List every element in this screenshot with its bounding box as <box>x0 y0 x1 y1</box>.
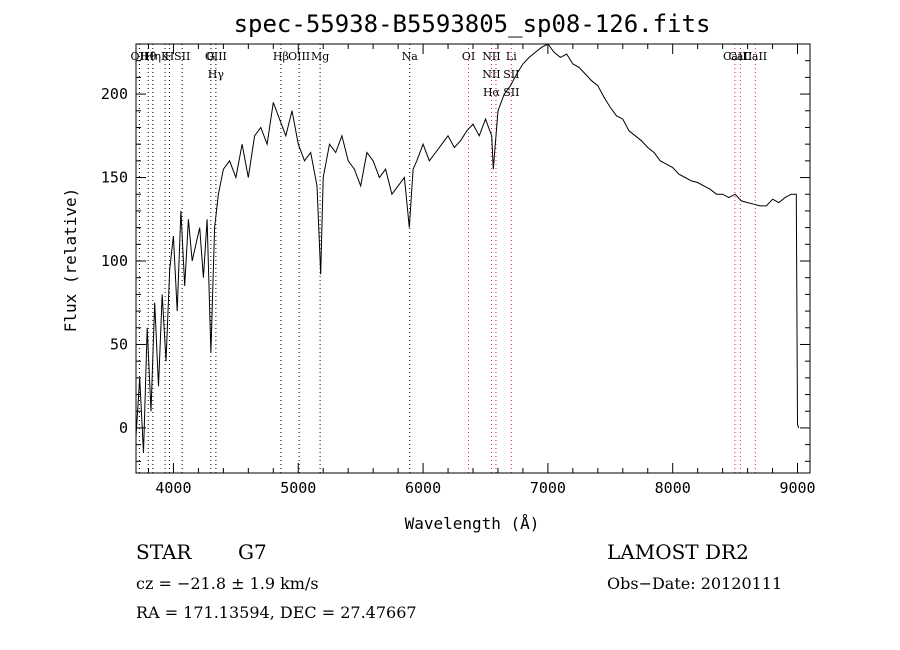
line-label: CaII <box>743 50 767 63</box>
y-axis-label: Flux (relative) <box>61 188 80 333</box>
y-tick-label: 150 <box>101 169 128 187</box>
line-label: OII <box>131 50 149 63</box>
line-label: NII <box>482 50 500 63</box>
line-label: NII <box>482 68 500 81</box>
line-label: CaII <box>729 50 753 63</box>
x-tick-label: 8000 <box>655 479 691 497</box>
line-label: Hγ <box>208 68 225 81</box>
line-label: CaII <box>723 50 747 63</box>
object-subclass: G7 <box>238 540 267 564</box>
observation-date: Obs−Date: 20120111 <box>607 574 783 593</box>
y-tick-label: 200 <box>101 85 128 103</box>
line-label: SII <box>503 68 519 81</box>
line-label: SII <box>174 50 190 63</box>
x-tick-label: 9000 <box>779 479 815 497</box>
x-axis-label: Wavelength (Å) <box>405 514 540 533</box>
plot-frame <box>135 43 811 474</box>
line-label: OI <box>462 50 475 63</box>
line-label: H <box>165 50 175 63</box>
object-class: STAR <box>136 540 192 564</box>
line-label: K <box>161 50 170 63</box>
line-label: Hβ <box>273 50 289 63</box>
x-tick-label: 4000 <box>155 479 191 497</box>
y-tick-label: 100 <box>101 252 128 270</box>
line-label: Li <box>506 50 517 63</box>
line-label: Hα <box>483 86 501 99</box>
ra-dec-coordinates: RA = 171.13594, DEC = 27.47667 <box>136 603 417 622</box>
line-label: OIII <box>205 50 227 63</box>
x-tick-label: 5000 <box>280 479 316 497</box>
line-label: Mg <box>311 50 329 63</box>
line-label: Hη <box>145 50 161 63</box>
spectrum-line <box>135 43 800 454</box>
x-tick-label: 7000 <box>530 479 566 497</box>
x-tick-label: 6000 <box>405 479 441 497</box>
line-label: Hθ <box>140 50 157 63</box>
line-label: OIII <box>288 50 310 63</box>
chart-title: spec-55938-B5593805_sp08-126.fits <box>234 10 711 38</box>
redshift-velocity: cz = −21.8 ± 1.9 km/s <box>136 574 319 593</box>
survey-name: LAMOST DR2 <box>607 540 749 564</box>
y-tick-label: 50 <box>110 335 128 353</box>
y-tick-label: 0 <box>119 419 128 437</box>
line-label: G <box>206 50 215 63</box>
line-label: Na <box>402 50 419 63</box>
